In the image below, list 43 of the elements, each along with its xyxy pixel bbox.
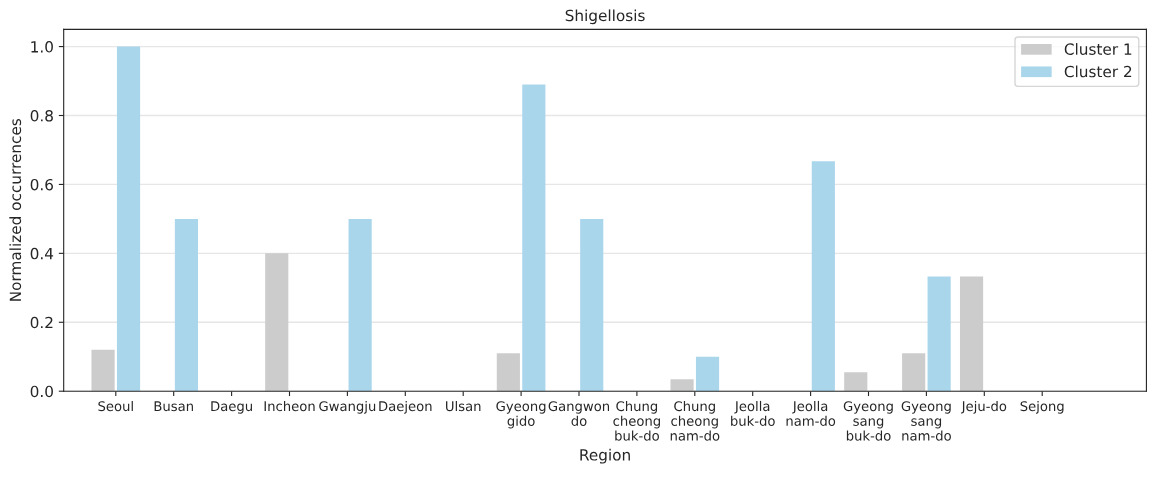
bar xyxy=(116,46,141,392)
y-tick-label: 0.6 xyxy=(30,178,54,191)
x-tick-label: Incheon xyxy=(264,400,315,412)
bar xyxy=(265,253,289,392)
bar xyxy=(695,356,720,392)
y-tick-label: 1.0 xyxy=(31,41,53,53)
x-tick-label: Gyeong sang nam-do xyxy=(901,401,951,441)
x-tick-label: Chung cheong nam-do xyxy=(670,400,720,441)
legend-label: Cluster 1 xyxy=(1064,43,1132,55)
bar xyxy=(522,84,546,392)
x-axis-title: Region xyxy=(580,448,630,464)
bar xyxy=(811,161,835,392)
y-tick-label: 0.0 xyxy=(30,385,53,398)
bar xyxy=(348,218,372,392)
bar xyxy=(927,276,951,392)
bar xyxy=(844,372,868,392)
x-tick-label: Seoul xyxy=(98,400,133,412)
x-tick-label: Jeolla nam-do xyxy=(786,400,836,426)
x-tick-label: Jeju-do xyxy=(960,400,1007,414)
bar xyxy=(174,218,199,392)
bar xyxy=(91,349,115,392)
x-tick-label: Ulsan xyxy=(446,400,481,412)
bar xyxy=(496,353,520,392)
x-tick-label: Sejong xyxy=(1020,400,1064,414)
bar xyxy=(580,218,604,392)
y-tick-label: 0.4 xyxy=(30,247,54,260)
x-tick-label: Gyeong gido xyxy=(496,401,546,429)
x-tick-label: Gyeong sang buk-do xyxy=(843,401,893,441)
chart-title: Shigellosis xyxy=(565,9,645,25)
x-tick-label: Daejeon xyxy=(379,400,432,414)
y-axis-title: Normalized occurrences xyxy=(9,118,22,301)
x-tick-label: Gwangju xyxy=(319,400,376,414)
bar xyxy=(670,379,694,392)
bar xyxy=(959,276,984,392)
x-tick-label: Busan xyxy=(154,401,193,412)
x-tick-label: Jeolla buk-do xyxy=(731,400,775,426)
x-tick-label: Chung cheong buk-do xyxy=(613,400,660,441)
x-tick-label: Gangwon do xyxy=(548,401,610,426)
bar xyxy=(902,353,926,392)
y-tick-label: 0.2 xyxy=(30,316,53,329)
legend-label: Cluster 2 xyxy=(1064,65,1132,78)
x-tick-label: Daegu xyxy=(211,401,252,414)
y-tick-label: 0.8 xyxy=(30,109,53,122)
